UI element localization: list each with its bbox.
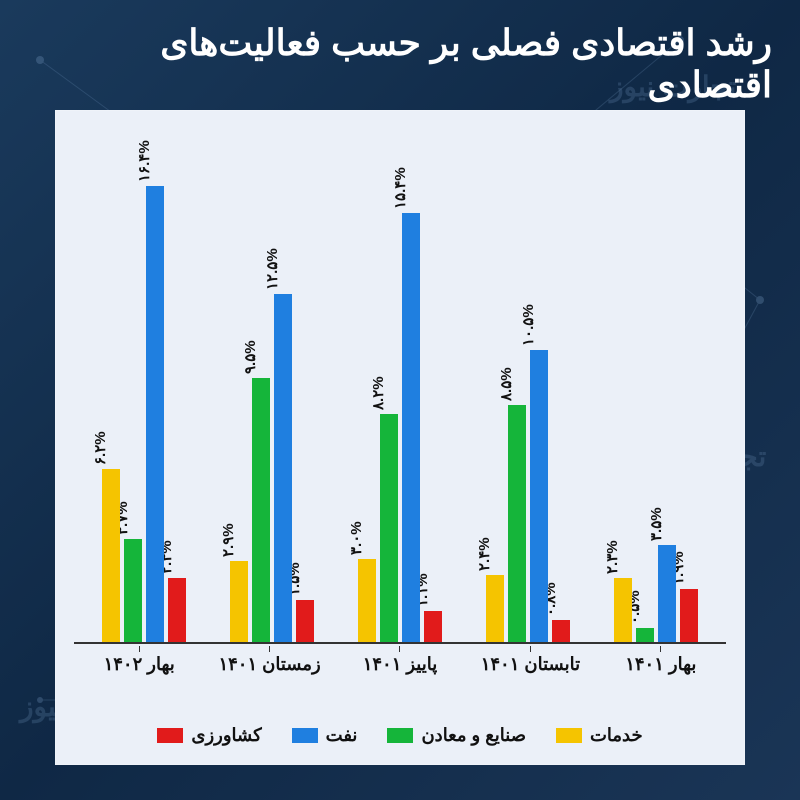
bar-oil: ۱۰.۵% — [530, 141, 548, 642]
bar — [146, 186, 164, 642]
legend-swatch — [387, 728, 413, 743]
bar — [680, 589, 698, 642]
legend: کشاورزی نفت صنایع و معادن خدمات — [56, 725, 744, 746]
bar-oil: ۱۵.۴% — [402, 141, 420, 642]
bar-industry: ۹.۵% — [252, 141, 270, 642]
legend-label: کشاورزی — [191, 725, 261, 746]
legend-swatch — [292, 728, 318, 743]
chart-title: رشد اقتصادی فصلی بر حسب فعالیت‌های اقتصا… — [28, 22, 772, 106]
bar-agriculture: ۱.۹% — [680, 141, 698, 642]
legend-item-agriculture: کشاورزی — [157, 725, 261, 746]
bar-group: ۲.۳%۱۶.۴%۳.۷%۶.۲% — [80, 141, 208, 642]
bar-services: ۲.۹% — [230, 141, 248, 642]
bar — [380, 414, 398, 642]
bar — [636, 628, 654, 642]
bar-services: ۳.۰% — [358, 141, 376, 642]
x-axis-label: بهار ۱۴۰۱ — [596, 646, 726, 686]
bar-oil: ۳.۵% — [658, 141, 676, 642]
bar — [614, 578, 632, 642]
legend-swatch — [157, 728, 183, 743]
bar-value-label: ۶.۲% — [91, 432, 109, 466]
bar — [424, 611, 442, 642]
x-axis: بهار ۱۴۰۱تابستان ۱۴۰۱پاییز ۱۴۰۱زمستان ۱۴… — [74, 646, 726, 686]
chart-panel: ۱.۹%۳.۵%۰.۵%۲.۳%۰.۸%۱۰.۵%۸.۵%۲.۴%۱.۱%۱۵.… — [55, 110, 745, 765]
bar — [552, 620, 570, 642]
bar-agriculture: ۲.۳% — [168, 141, 186, 642]
bar — [102, 469, 120, 642]
x-axis-label: پاییز ۱۴۰۱ — [335, 646, 465, 686]
bar-value-label: ۲.۹% — [219, 524, 237, 558]
bar-services: ۲.۴% — [486, 141, 504, 642]
plot-area: ۱.۹%۳.۵%۰.۵%۲.۳%۰.۸%۱۰.۵%۸.۵%۲.۴%۱.۱%۱۵.… — [74, 141, 726, 644]
bar-group: ۱.۹%۳.۵%۰.۵%۲.۳% — [592, 141, 720, 642]
legend-label: نفت — [326, 725, 358, 746]
bar-value-label: ۳.۰% — [347, 521, 365, 555]
bar — [124, 539, 142, 642]
bar — [296, 600, 314, 642]
legend-item-industry: صنایع و معادن — [387, 725, 526, 746]
bar-group: ۱.۱%۱۵.۴%۸.۲%۳.۰% — [336, 141, 464, 642]
bar-industry: ۰.۵% — [636, 141, 654, 642]
legend-item-services: خدمات — [556, 725, 643, 746]
bar-agriculture: ۰.۸% — [552, 141, 570, 642]
bar-industry: ۳.۷% — [124, 141, 142, 642]
bar-oil: ۱۶.۴% — [146, 141, 164, 642]
bar-value-label: ۲.۴% — [475, 538, 493, 572]
bar — [530, 350, 548, 642]
bar-agriculture: ۱.۵% — [296, 141, 314, 642]
bar-agriculture: ۱.۱% — [424, 141, 442, 642]
bar-services: ۶.۲% — [102, 141, 120, 642]
bar-industry: ۸.۲% — [380, 141, 398, 642]
bar-value-label: ۲.۳% — [603, 540, 621, 574]
bar — [358, 559, 376, 643]
bar-industry: ۸.۵% — [508, 141, 526, 642]
bar — [230, 561, 248, 642]
bar-services: ۲.۳% — [614, 141, 632, 642]
bar — [168, 578, 186, 642]
bar-oil: ۱۲.۵% — [274, 141, 292, 642]
bar-group: ۰.۸%۱۰.۵%۸.۵%۲.۴% — [464, 141, 592, 642]
x-axis-label: تابستان ۱۴۰۱ — [465, 646, 595, 686]
bar — [274, 294, 292, 642]
legend-swatch — [556, 728, 582, 743]
legend-label: خدمات — [590, 725, 643, 746]
x-axis-label: زمستان ۱۴۰۱ — [204, 646, 334, 686]
bar — [658, 545, 676, 642]
bar — [486, 575, 504, 642]
legend-label: صنایع و معادن — [421, 725, 526, 746]
bar — [252, 378, 270, 642]
bar-group: ۱.۵%۱۲.۵%۹.۵%۲.۹% — [208, 141, 336, 642]
x-axis-label: بهار ۱۴۰۲ — [74, 646, 204, 686]
legend-item-oil: نفت — [292, 725, 358, 746]
bar — [402, 213, 420, 642]
bar — [508, 405, 526, 642]
